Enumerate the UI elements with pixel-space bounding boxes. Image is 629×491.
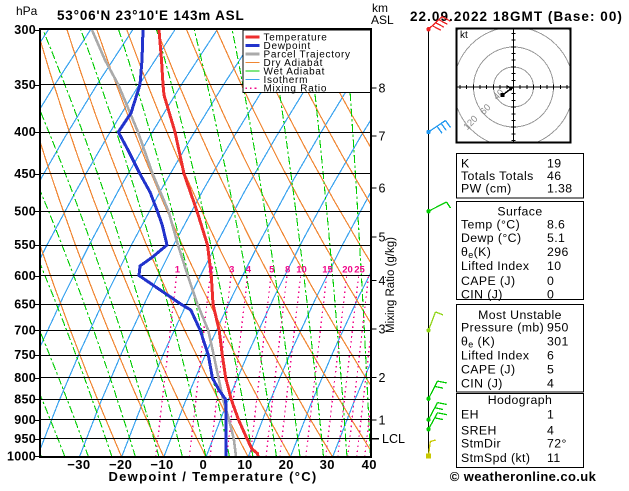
- svg-text:Isotherm: Isotherm: [264, 75, 309, 86]
- svg-text:−30: −30: [67, 457, 90, 472]
- svg-text:10: 10: [547, 259, 561, 273]
- svg-text:650: 650: [14, 297, 36, 311]
- svg-text:5: 5: [547, 362, 554, 376]
- svg-text:4: 4: [379, 274, 386, 288]
- svg-text:0: 0: [199, 457, 207, 472]
- svg-text:7: 7: [379, 130, 386, 144]
- svg-text:550: 550: [14, 238, 36, 252]
- svg-text:CAPE (J): CAPE (J): [461, 362, 515, 376]
- svg-text:0: 0: [547, 287, 554, 301]
- svg-text:Mixing Ratio (g/kg): Mixing Ratio (g/kg): [385, 237, 397, 333]
- svg-text:Most Unstable: Most Unstable: [478, 308, 562, 322]
- svg-text:20: 20: [279, 457, 294, 472]
- svg-text:Temperature: Temperature: [264, 33, 328, 44]
- svg-text:StmDir: StmDir: [461, 437, 501, 451]
- svg-text:700: 700: [14, 324, 36, 338]
- svg-text:40: 40: [362, 457, 377, 472]
- svg-text:Lifted Index: Lifted Index: [461, 259, 530, 273]
- svg-text:Wet Adiabat: Wet Adiabat: [264, 67, 326, 78]
- svg-text:Dry Adiabat: Dry Adiabat: [264, 58, 324, 69]
- svg-text:850: 850: [14, 393, 36, 407]
- svg-text:hPa: hPa: [16, 4, 38, 18]
- svg-text:5: 5: [269, 265, 275, 276]
- svg-text:CIN (J): CIN (J): [461, 377, 503, 391]
- svg-text:300: 300: [14, 23, 36, 37]
- svg-text:0: 0: [547, 274, 554, 288]
- svg-text:Temp (°C): Temp (°C): [461, 217, 520, 231]
- svg-text:Pressure (mb): Pressure (mb): [461, 321, 544, 335]
- svg-text:10: 10: [237, 457, 252, 472]
- svg-text:10: 10: [296, 265, 307, 276]
- svg-text:20: 20: [342, 265, 353, 276]
- svg-text:© weatheronline.co.uk: © weatheronline.co.uk: [450, 469, 597, 484]
- svg-text:θe(K): θe(K): [461, 245, 491, 260]
- svg-text:15: 15: [322, 265, 333, 276]
- svg-text:1000: 1000: [7, 450, 36, 464]
- svg-text:2: 2: [379, 371, 386, 385]
- svg-text:PW (cm): PW (cm): [461, 182, 512, 196]
- svg-text:LCL: LCL: [382, 432, 405, 446]
- svg-text:1.38: 1.38: [547, 182, 573, 196]
- svg-text:8: 8: [379, 82, 386, 96]
- svg-text:450: 450: [14, 167, 36, 181]
- svg-text:11: 11: [547, 451, 561, 465]
- svg-text:Lifted Index: Lifted Index: [461, 348, 530, 362]
- svg-text:400: 400: [14, 125, 36, 139]
- svg-text:6: 6: [379, 182, 386, 196]
- svg-text:θe (K): θe (K): [461, 334, 495, 349]
- svg-text:Parcel Trajectory: Parcel Trajectory: [264, 50, 351, 61]
- svg-text:1: 1: [175, 265, 181, 276]
- svg-text:kt: kt: [460, 30, 468, 41]
- svg-text:19: 19: [547, 157, 561, 171]
- svg-text:25: 25: [354, 265, 365, 276]
- svg-text:Surface: Surface: [497, 204, 542, 218]
- svg-text:CAPE (J): CAPE (J): [461, 274, 515, 288]
- svg-text:−20: −20: [109, 457, 132, 472]
- svg-text:4: 4: [246, 265, 252, 276]
- svg-text:950: 950: [14, 432, 36, 446]
- svg-text:Dewp (°C): Dewp (°C): [461, 231, 521, 245]
- svg-text:500: 500: [14, 204, 36, 218]
- svg-text:296: 296: [547, 245, 569, 259]
- svg-text:Dewpoint / Temperature (°C): Dewpoint / Temperature (°C): [108, 469, 317, 484]
- svg-text:ASL: ASL: [371, 13, 394, 27]
- svg-text:22.09.2022 18GMT (Base: 00): 22.09.2022 18GMT (Base: 00): [410, 9, 623, 24]
- svg-text:5: 5: [379, 231, 386, 245]
- svg-text:8.6: 8.6: [547, 217, 565, 231]
- svg-text:Dewpoint: Dewpoint: [264, 41, 311, 52]
- svg-text:1: 1: [379, 414, 386, 428]
- svg-text:6: 6: [547, 348, 554, 362]
- svg-text:Totals Totals: Totals Totals: [461, 169, 534, 183]
- svg-text:3: 3: [379, 323, 386, 337]
- svg-text:K: K: [461, 157, 470, 171]
- svg-text:3: 3: [229, 265, 234, 276]
- svg-text:EH: EH: [461, 408, 479, 422]
- svg-text:StmSpd (kt): StmSpd (kt): [461, 451, 530, 465]
- svg-text:−10: −10: [150, 457, 173, 472]
- svg-text:Hodograph: Hodograph: [488, 393, 552, 407]
- svg-text:CIN (J): CIN (J): [461, 287, 503, 301]
- svg-text:SREH: SREH: [461, 423, 497, 437]
- svg-text:2: 2: [208, 265, 213, 276]
- svg-text:750: 750: [14, 348, 36, 362]
- svg-text:8: 8: [285, 265, 290, 276]
- svg-text:301: 301: [547, 334, 569, 348]
- svg-text:1: 1: [547, 408, 554, 422]
- svg-text:72°: 72°: [547, 437, 567, 451]
- svg-text:Mixing Ratio: Mixing Ratio: [264, 84, 328, 95]
- svg-text:46: 46: [547, 169, 561, 183]
- svg-text:350: 350: [14, 78, 36, 92]
- svg-text:53°06'N 23°10'E 143m ASL: 53°06'N 23°10'E 143m ASL: [57, 8, 245, 23]
- svg-text:800: 800: [14, 371, 36, 385]
- svg-text:4: 4: [547, 377, 554, 391]
- svg-text:30: 30: [320, 457, 335, 472]
- svg-text:4: 4: [547, 423, 554, 437]
- svg-text:5.1: 5.1: [547, 231, 565, 245]
- svg-text:600: 600: [14, 269, 36, 283]
- svg-text:km: km: [372, 1, 388, 15]
- svg-text:900: 900: [14, 413, 36, 427]
- svg-text:950: 950: [547, 321, 569, 335]
